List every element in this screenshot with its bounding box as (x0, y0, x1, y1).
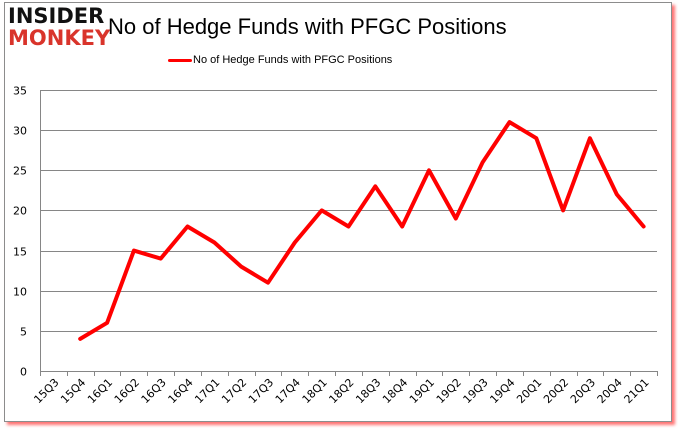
y-tick-label: 20 (13, 205, 27, 218)
y-tick-label: 10 (13, 286, 27, 299)
legend-label: No of Hedge Funds with PFGC Positions (193, 54, 393, 66)
x-tick-label: 15Q4 (58, 376, 88, 406)
chart-title: No of Hedge Funds with PFGC Positions (108, 14, 507, 39)
x-tick-label: 16Q1 (85, 376, 115, 406)
chart-frame (4, 2, 672, 422)
x-tick-label: 19Q4 (487, 376, 517, 406)
x-tick-label: 19Q1 (407, 376, 437, 406)
x-tick-label: 17Q4 (273, 376, 303, 406)
y-tick-label: 25 (13, 165, 27, 178)
x-tick-label: 18Q1 (300, 376, 330, 406)
x-tick-label: 20Q1 (514, 376, 544, 406)
logo-line2: MONKEY (8, 26, 111, 50)
y-tick-label: 30 (13, 125, 27, 138)
logo-line1: INSIDER (8, 4, 105, 28)
x-tick-label: 21Q1 (622, 376, 652, 406)
x-tick-label: 18Q4 (380, 376, 410, 406)
x-tick-label: 18Q2 (326, 376, 356, 406)
y-tick-label: 5 (20, 326, 27, 339)
y-tick-label: 15 (13, 246, 27, 259)
x-tick-label: 16Q3 (139, 376, 169, 406)
x-tick-label: 15Q3 (31, 376, 61, 406)
x-tick-label: 16Q2 (112, 376, 142, 406)
x-tick-label: 19Q2 (434, 376, 464, 406)
chart-legend: No of Hedge Funds with PFGC Positions (168, 54, 392, 66)
x-tick-label: 19Q3 (461, 376, 491, 406)
insider-monkey-logo: INSIDER MONKEY (8, 6, 110, 49)
x-tick-label: 20Q3 (568, 376, 598, 406)
y-tick-label: 0 (20, 366, 27, 379)
x-tick-label: 18Q3 (353, 376, 383, 406)
legend-swatch-icon (168, 58, 192, 62)
x-tick-label: 20Q4 (595, 376, 625, 406)
series-line (78, 120, 646, 341)
x-tick-label: 16Q4 (166, 376, 196, 406)
x-tick-label: 17Q1 (192, 376, 222, 406)
y-tick-label: 35 (13, 85, 27, 98)
x-tick-label: 20Q2 (541, 376, 571, 406)
x-tick-label: 17Q2 (219, 376, 249, 406)
x-tick-label: 17Q3 (246, 376, 276, 406)
